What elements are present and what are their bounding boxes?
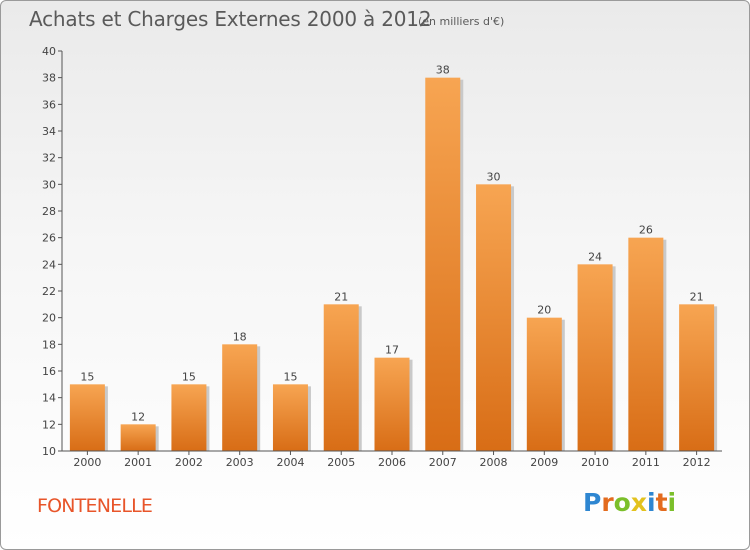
logo-letter: i [647,488,656,517]
bar-2007 [425,77,461,452]
proxiti-logo[interactable]: Proxiti [583,488,676,517]
y-tick-label-38: 38 [42,72,56,85]
logo-letter: o [613,488,631,517]
bar-2000 [69,384,105,451]
x-tick-label-2002: 2002 [175,456,203,469]
y-tick-label-14: 14 [42,392,56,405]
y-tick-label-34: 34 [42,125,56,138]
bars-layer: 15 12 15 18 15 21 17 38 30 20 24 26 21 [69,64,718,452]
x-tick-label-2012: 2012 [683,456,711,469]
y-tick-label-20: 20 [42,312,56,325]
data-label-2005: 21 [334,290,348,303]
data-label-2009: 20 [537,304,551,317]
logo-letter: P [583,488,602,517]
unit-note: (en milliers d'€) [418,15,505,28]
data-label-2004: 15 [283,370,297,383]
data-label-2002: 15 [182,370,196,383]
x-tick-label-2009: 2009 [530,456,558,469]
data-label-2003: 18 [233,330,247,343]
data-label-2000: 15 [80,370,94,383]
y-tick-label-30: 30 [42,178,56,191]
bar-2012 [679,304,715,451]
y-tick-label-12: 12 [42,418,56,431]
x-tick-label-2008: 2008 [480,456,508,469]
bar-2011 [628,237,664,451]
bar-2009 [526,317,562,451]
data-label-2010: 24 [588,250,602,263]
bar-2004 [272,384,308,451]
chart-title: Achats et Charges Externes 2000 à 2012 [29,7,432,31]
x-tick-label-2003: 2003 [226,456,254,469]
x-tick-label-2007: 2007 [429,456,457,469]
x-tick-label-2000: 2000 [73,456,101,469]
bar-2003 [222,344,258,451]
location-name: FONTENELLE [37,495,153,517]
y-tick-label-16: 16 [42,365,56,378]
x-tick-label-2010: 2010 [581,456,609,469]
bar-2002 [171,384,207,451]
x-tick-label-2005: 2005 [327,456,355,469]
logo-letter: x [630,488,647,517]
y-tick-label-32: 32 [42,152,56,165]
logo-letter: i [667,488,677,517]
bar-2005 [323,304,359,451]
y-tick-label-36: 36 [42,98,56,111]
data-label-2001: 12 [131,410,145,423]
y-tick-label-10: 10 [42,445,56,458]
y-tick-label-26: 26 [42,232,56,245]
bar-2001 [120,424,156,451]
bar-2008 [476,184,512,452]
bar-2010 [577,264,613,451]
y-tick-label-40: 40 [42,45,56,58]
data-label-2011: 26 [639,224,653,237]
data-label-2007: 38 [436,64,450,77]
x-tick-label-2001: 2001 [124,456,152,469]
y-tick-label-28: 28 [42,205,56,218]
x-tick-label-2011: 2011 [632,456,660,469]
y-tick-label-22: 22 [42,285,56,298]
data-label-2012: 21 [690,290,704,303]
x-tick-label-2004: 2004 [276,456,304,469]
y-tick-label-24: 24 [42,258,56,271]
logo-letter: r [601,488,614,517]
data-label-2008: 30 [487,170,501,183]
axis-layer: 2000 2001 2002 2003 2004 2005 2006 2007 2008 2009… [42,45,722,469]
logo-letter: t [655,488,668,517]
data-label-2006: 17 [385,344,399,357]
bar-2006 [374,357,410,451]
x-tick-label-2006: 2006 [378,456,406,469]
y-tick-label-18: 18 [42,338,56,351]
